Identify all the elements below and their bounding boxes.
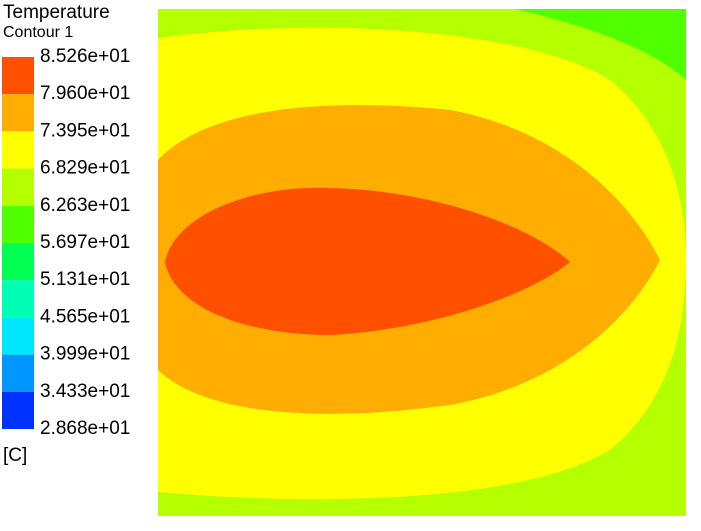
level-label: 4.565e+01 (40, 306, 130, 327)
color-band (2, 205, 34, 243)
contour-plot (158, 9, 686, 516)
level-label: 3.433e+01 (40, 381, 130, 402)
level-label: 5.697e+01 (40, 232, 130, 253)
color-bar: 8.526e+01 7.960e+01 7.395e+01 6.829e+01 6.26… (2, 46, 130, 439)
level-label: 6.263e+01 (40, 195, 130, 216)
color-band (2, 354, 34, 392)
color-band (2, 94, 34, 132)
color-band (2, 391, 34, 429)
legend-title: Temperature (3, 2, 110, 23)
level-label: 8.526e+01 (40, 46, 130, 67)
color-band (2, 131, 34, 169)
color-band (2, 168, 34, 206)
level-label: 7.960e+01 (40, 83, 130, 104)
color-band (2, 57, 34, 95)
level-label: 7.395e+01 (40, 120, 130, 141)
level-label: 6.829e+01 (40, 158, 130, 179)
color-band (2, 280, 34, 318)
level-label: 3.999e+01 (40, 344, 130, 365)
contour-region (165, 187, 570, 335)
color-band (2, 317, 34, 355)
unit-label: [C] (3, 445, 27, 466)
color-band (2, 243, 34, 281)
contour-region (515, 9, 686, 80)
level-label: 2.868e+01 (40, 418, 130, 439)
level-label: 5.131e+01 (40, 269, 130, 290)
legend-subtitle: Contour 1 (3, 24, 73, 41)
